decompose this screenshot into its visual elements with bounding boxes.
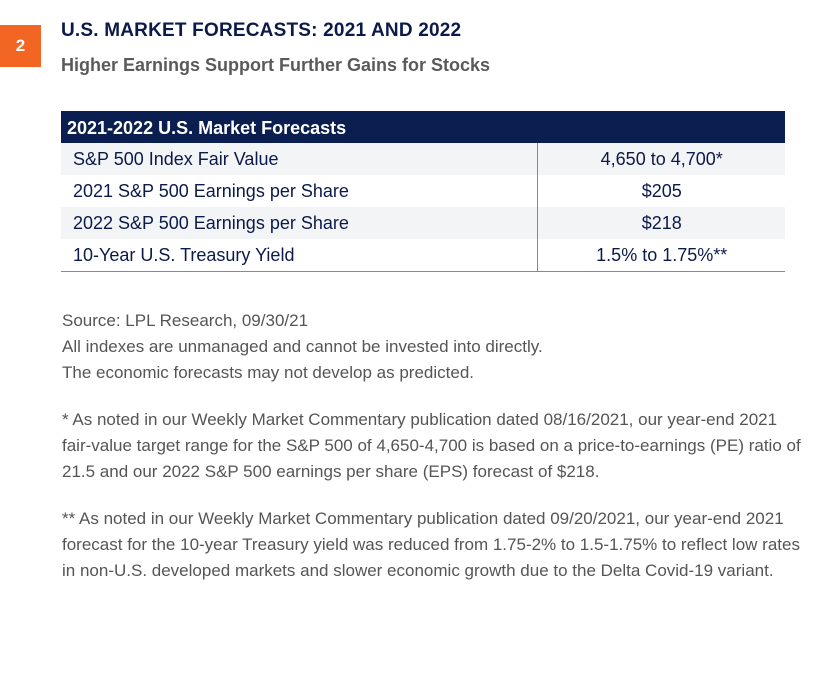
figure-title: U.S. MARKET FORECASTS: 2021 AND 2022 bbox=[61, 20, 462, 41]
footnote-treasury: ** As noted in our Weekly Market Comment… bbox=[62, 509, 800, 580]
row-value: $205 bbox=[537, 175, 785, 207]
source-note: Source: LPL Research, 09/30/21 bbox=[62, 311, 309, 330]
disclaimer-forecasts: The economic forecasts may not develop a… bbox=[62, 363, 474, 382]
row-value: 1.5% to 1.75%** bbox=[537, 239, 785, 272]
table-row: 10-Year U.S. Treasury Yield 1.5% to 1.75%… bbox=[61, 239, 785, 272]
row-label: S&P 500 Index Fair Value bbox=[61, 143, 538, 175]
row-label: 2021 S&P 500 Earnings per Share bbox=[73, 180, 349, 201]
footnote-fair-value: * As noted in our Weekly Market Commenta… bbox=[62, 410, 801, 481]
figure-number-badge: 2 bbox=[0, 25, 41, 67]
row-value: $218 bbox=[537, 207, 785, 239]
table-row: 2022 S&P 500 Earnings per Share $218 bbox=[61, 207, 785, 239]
table-row: 2021 S&P 500 Earnings per Share $205 bbox=[61, 175, 785, 207]
row-label: 10-Year U.S. Treasury Yield bbox=[61, 239, 538, 272]
table-row: S&P 500 Index Fair Value 4,650 to 4,700* bbox=[61, 143, 785, 175]
table-header: 2021-2022 U.S. Market Forecasts bbox=[61, 111, 785, 143]
row-label: 2022 S&P 500 Earnings per Share bbox=[61, 207, 538, 239]
forecast-table: 2021-2022 U.S. Market Forecasts S&P 500 … bbox=[61, 111, 785, 272]
row-value: 4,650 to 4,700* bbox=[537, 143, 785, 175]
figure-subtitle: Higher Earnings Support Further Gains fo… bbox=[61, 55, 491, 75]
disclaimer-indexes: All indexes are unmanaged and cannot be … bbox=[62, 337, 543, 356]
notes: Source: LPL Research, 09/30/21 All index… bbox=[62, 308, 802, 584]
